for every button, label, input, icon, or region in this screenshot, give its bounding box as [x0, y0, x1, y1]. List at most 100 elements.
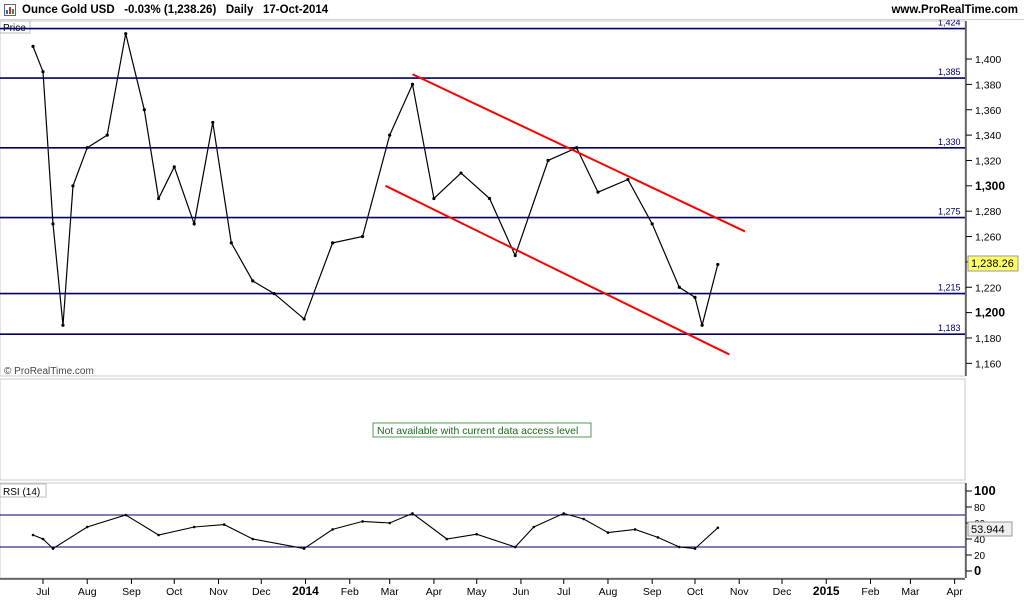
price-tick-label: 1,280	[975, 206, 1001, 218]
rsi-point	[693, 547, 697, 550]
rsi-series	[31, 512, 720, 550]
price-tag-box	[967, 255, 1019, 272]
time-tick-label: Oct	[166, 586, 182, 598]
price-label-box	[0, 20, 31, 34]
price-point	[487, 196, 492, 201]
time-tick-label: Apr	[946, 586, 963, 598]
rsi-point	[532, 525, 536, 529]
price-point	[546, 158, 550, 163]
chart-header: Ounce Gold USD -0.03% (1,238.26) Daily 1…	[0, 0, 1024, 20]
rsi-point	[302, 547, 306, 550]
trend-channel	[384, 73, 746, 356]
time-tick-label: Sep	[122, 586, 141, 598]
rsi-point	[582, 517, 586, 521]
price-point	[716, 262, 720, 267]
price-point	[124, 32, 128, 36]
price-point	[211, 120, 215, 125]
chart-icon	[4, 4, 16, 16]
price-tick-label: 1,380	[975, 79, 1001, 91]
price-point	[142, 108, 146, 112]
price-point	[410, 82, 415, 86]
time-tick-label: Mar	[901, 586, 920, 598]
price-point	[574, 146, 579, 150]
price-point	[251, 279, 255, 283]
time-tick-label: Dec	[252, 586, 271, 598]
price-tick-label: 1,260	[975, 232, 1001, 244]
rsi-point	[31, 533, 35, 537]
price-tick-label: 1,360	[975, 105, 1001, 117]
rsi-tick-label: 0	[974, 563, 981, 578]
price-point	[596, 190, 600, 194]
time-tick-label: Dec	[773, 586, 792, 598]
access-message: Not available with current data access l…	[377, 425, 578, 437]
trend-line-upper	[412, 73, 746, 233]
rsi-point	[85, 525, 89, 529]
time-tick-label: 2014	[292, 584, 319, 598]
rsi-point	[513, 545, 517, 549]
price-series	[31, 32, 720, 327]
rsi-point	[411, 512, 414, 515]
time-tick-label: 2015	[813, 584, 840, 598]
time-tick-label: Jun	[512, 586, 529, 598]
price-point	[360, 234, 365, 239]
watermark: © ProRealTime.com	[4, 366, 94, 377]
rsi-tick-label: 80	[974, 503, 986, 514]
time-tick-label: Sep	[643, 586, 662, 598]
price-tag: 1,238.26	[967, 255, 1019, 272]
price-point	[650, 222, 654, 226]
rsi-panel-label: RSI (14)	[3, 487, 40, 498]
price-point	[700, 323, 704, 327]
price-panel-frame	[0, 20, 966, 377]
rsi-line	[32, 512, 719, 550]
price-point	[172, 165, 176, 169]
price-tick-label: 1,160	[975, 358, 1001, 370]
time-tick-label: Feb	[861, 586, 879, 598]
level-label: 1,183	[938, 323, 961, 333]
price-point	[331, 241, 335, 245]
level-label: 1,385	[938, 67, 961, 77]
rsi-point	[633, 528, 637, 531]
access-message-box	[372, 422, 592, 438]
trend-line-lower	[384, 184, 730, 356]
price-point	[459, 171, 463, 175]
price-point	[61, 323, 65, 327]
rsi-point	[445, 537, 449, 541]
rsi-tag-text: 53.944	[971, 524, 1005, 536]
price-point	[192, 222, 196, 226]
level-label: 1,275	[938, 207, 961, 217]
rsi-point	[192, 525, 196, 529]
price-point	[31, 44, 35, 48]
rsi-panel-frame	[0, 482, 966, 579]
middle-panel-frame	[0, 378, 966, 481]
time-tick-label: Apr	[426, 586, 443, 598]
time-tick-label: May	[467, 586, 488, 598]
rsi-label-box	[0, 483, 47, 498]
price-point	[432, 196, 436, 201]
time-tick-label: Jul	[557, 586, 570, 598]
price-point	[105, 133, 109, 137]
price-tick-label: 1,200	[975, 306, 1005, 320]
rsi-panel: RSI (14)	[0, 482, 966, 579]
time-tick-label: Nov	[730, 586, 749, 598]
rsi-point	[222, 523, 226, 526]
price-axis: 1,1601,1801,2001,2201,2401,2601,2801,300…	[965, 21, 1005, 376]
rsi-point	[41, 537, 45, 541]
site-link[interactable]: www.ProRealTime.com	[891, 4, 1018, 16]
rsi-point	[361, 520, 364, 523]
middle-panel: Not available with current data access l…	[0, 378, 966, 481]
rsi-tick-label: 100	[974, 483, 996, 498]
price-point	[626, 177, 630, 182]
rsi-point	[331, 528, 334, 531]
price-point	[272, 291, 276, 296]
rsi-tag: 53.944	[967, 521, 1013, 537]
time-tick-label: Jul	[36, 586, 49, 598]
rsi-point	[157, 533, 160, 537]
rsi-point	[388, 521, 391, 525]
rsi-point	[51, 547, 55, 550]
time-tick-label: Nov	[209, 586, 228, 598]
price-point	[513, 253, 517, 258]
level-label: 1,424	[938, 20, 961, 28]
rsi-level-lines	[0, 514, 965, 548]
